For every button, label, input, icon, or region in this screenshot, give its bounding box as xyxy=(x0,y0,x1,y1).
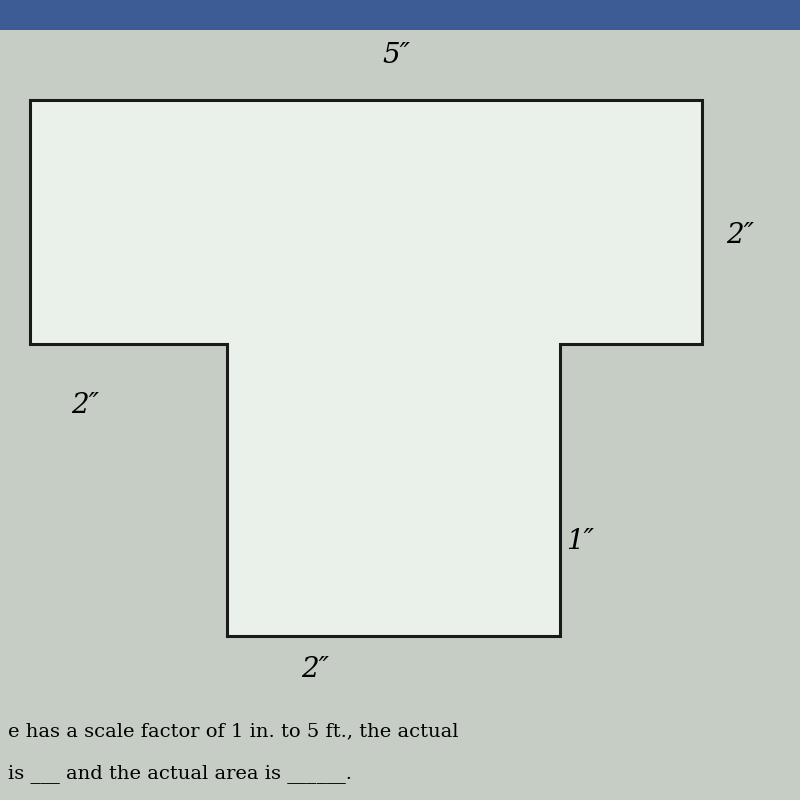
Text: 2″: 2″ xyxy=(301,657,329,683)
Text: e has a scale factor of 1 in. to 5 ft., the actual: e has a scale factor of 1 in. to 5 ft., … xyxy=(8,722,458,740)
Text: 2″: 2″ xyxy=(726,222,754,249)
Text: 1″: 1″ xyxy=(566,527,594,554)
Text: 2″: 2″ xyxy=(70,392,98,419)
Polygon shape xyxy=(30,100,702,636)
Text: is ___ and the actual area is ______.: is ___ and the actual area is ______. xyxy=(8,763,352,782)
Text: 5″: 5″ xyxy=(382,42,410,70)
